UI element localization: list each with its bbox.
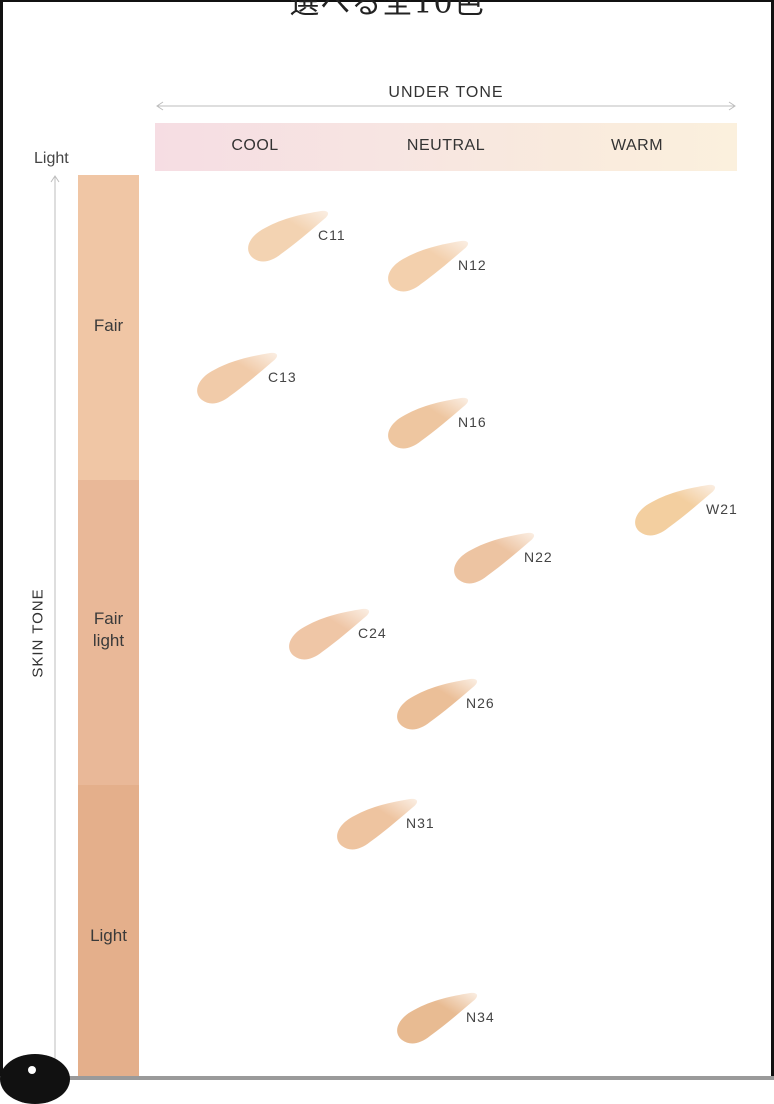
under-tone-label: UNDER TONE	[388, 84, 504, 101]
top-border	[0, 0, 774, 2]
corner-overlay-button[interactable]	[0, 1054, 70, 1104]
shade-swatch-n26	[397, 678, 478, 730]
skin-tone-axis-label: SKIN TONE	[29, 588, 47, 678]
shade-swatch-n31	[337, 798, 418, 850]
shade-swatch-n16	[388, 397, 469, 449]
shade-code-c24: C24	[358, 625, 387, 641]
shade-swatch-c24	[289, 608, 370, 660]
shade-swatch-shape	[248, 210, 329, 262]
shade-swatch-c11	[248, 210, 329, 262]
left-border	[0, 0, 3, 1080]
shade-swatch-shape	[635, 484, 716, 536]
skin-level-light: Light	[78, 785, 139, 1080]
shade-swatch-shape	[337, 798, 418, 850]
shade-swatch-shape	[197, 352, 278, 404]
shade-code-n16: N16	[458, 414, 487, 430]
shade-code-c13: C13	[268, 369, 297, 385]
under-tone-arrow	[156, 101, 736, 111]
page-title: 選べる全10色	[289, 0, 485, 21]
column-neutral: NEUTRAL	[406, 137, 486, 154]
shade-swatch-shape	[397, 992, 478, 1044]
column-cool: COOL	[231, 137, 279, 154]
shade-code-n12: N12	[458, 257, 487, 273]
right-border	[771, 0, 774, 1080]
skin-level-label: Light	[90, 926, 127, 945]
shade-code-c11: C11	[318, 227, 346, 243]
shade-swatch-shape	[388, 397, 469, 449]
skin-level-fair: Fair	[78, 175, 139, 480]
bottom-scrollbar[interactable]	[0, 1076, 774, 1080]
shade-code-n22: N22	[524, 549, 553, 565]
shade-swatch-c13	[197, 352, 278, 404]
skin-tone-arrow	[50, 175, 60, 1080]
shade-code-n26: N26	[466, 695, 495, 711]
shade-code-w21: W21	[706, 501, 738, 517]
shade-swatch-shape	[388, 240, 469, 292]
skin-level-label: Fair	[93, 316, 124, 335]
skin-level-label: Fair light	[92, 609, 125, 650]
shade-swatch-n12	[388, 240, 469, 292]
shade-swatch-shape	[397, 678, 478, 730]
shade-swatch-shape	[454, 532, 535, 584]
shade-swatch-shape	[289, 608, 370, 660]
shade-swatch-w21	[635, 484, 716, 536]
info-icon[interactable]	[28, 1066, 36, 1074]
skin-level-fair-light: Fair light	[78, 480, 139, 785]
skin-tone-top-label: Light	[34, 150, 69, 167]
shade-code-n31: N31	[406, 815, 435, 831]
under-tone-bar: COOL NEUTRAL WARM	[155, 123, 737, 171]
shade-swatch-n22	[454, 532, 535, 584]
shade-code-n34: N34	[466, 1009, 495, 1025]
shade-swatch-n34	[397, 992, 478, 1044]
column-warm: WARM	[610, 137, 664, 154]
